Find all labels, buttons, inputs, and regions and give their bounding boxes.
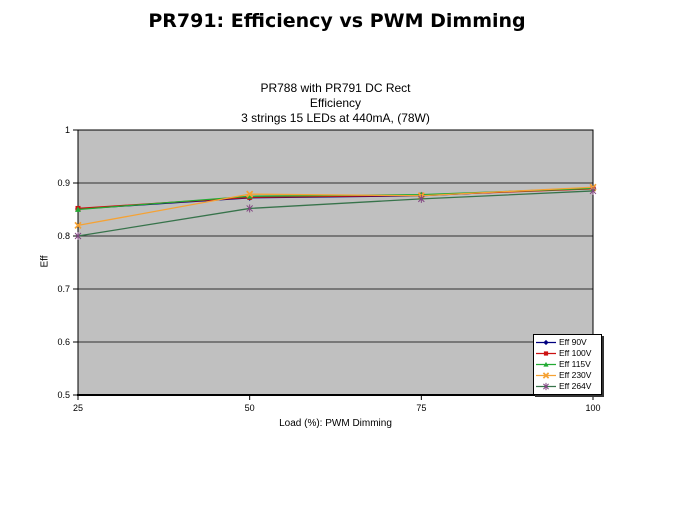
- plot-area: [77, 129, 594, 396]
- chart-title-line-2: Efficiency: [309, 96, 362, 110]
- legend-item-label: Eff 115V: [559, 359, 591, 369]
- marker-triangle: [75, 206, 81, 212]
- marker-square: [543, 351, 549, 356]
- legend-swatch: [536, 382, 556, 391]
- x-tick-label: 75: [416, 403, 427, 413]
- y-tick-label: 0.7: [57, 284, 70, 294]
- legend-item: Eff 230V: [535, 370, 601, 381]
- legend-item-label: Eff 230V: [559, 370, 592, 380]
- chart-title-line-3: 3 strings 15 LEDs at 440mA, (78W): [241, 111, 430, 125]
- page-title: PR791: Efficiency vs PWM Dimming: [148, 10, 526, 32]
- marker-x: [246, 190, 254, 198]
- legend-swatch: [536, 351, 556, 356]
- legend-item: Eff 264V: [535, 381, 601, 392]
- marker-triangle: [543, 361, 549, 367]
- y-tick-label: 0.9: [57, 178, 70, 188]
- chart-title-line-1: PR788 with PR791 DC Rect: [260, 81, 411, 95]
- legend-swatch: [536, 361, 556, 367]
- y-axis-title: Eff: [39, 255, 51, 268]
- chart-title: PR788 with PR791 DC Rect Efficiency 3 st…: [78, 81, 593, 126]
- x-tick-label: 50: [244, 403, 255, 413]
- y-tick-label: 1: [64, 125, 70, 135]
- x-tick-label: 100: [585, 403, 601, 413]
- legend-swatch: [536, 372, 556, 379]
- y-tick-label: 0.5: [57, 390, 70, 400]
- legend: Eff 90V Eff 100V Eff 115V Eff 230V Eff 264V: [533, 334, 602, 395]
- marker-x: [542, 372, 550, 379]
- legend-item-label: Eff 264V: [559, 381, 592, 391]
- series-line: [77, 186, 594, 227]
- marker-diamond: [543, 339, 549, 346]
- marker-x: [74, 221, 82, 230]
- series-line: [77, 190, 594, 237]
- legend-swatch: [536, 339, 556, 346]
- legend-item: Eff 90V: [535, 337, 601, 348]
- legend-item: Eff 100V: [535, 348, 601, 359]
- x-tick-label: 25: [72, 403, 83, 413]
- legend-item: Eff 115V: [535, 359, 601, 370]
- x-axis-title: Load (%): PWM Dimming: [279, 418, 392, 429]
- y-tick-label: 0.8: [57, 231, 70, 241]
- legend-item-label: Eff 100V: [559, 348, 592, 358]
- y-tick-label: 0.6: [57, 337, 70, 347]
- marker-triangle: [246, 193, 253, 199]
- legend-item-label: Eff 90V: [559, 337, 587, 347]
